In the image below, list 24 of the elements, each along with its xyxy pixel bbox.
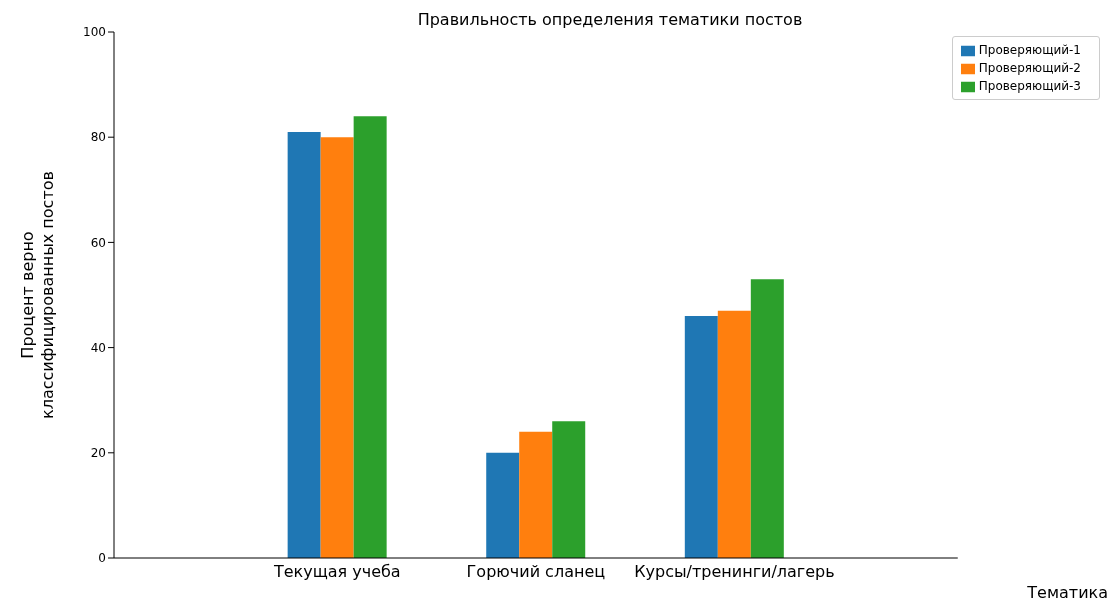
bar	[717, 310, 751, 558]
bar	[320, 137, 354, 558]
bar	[486, 452, 520, 558]
bar	[519, 431, 553, 558]
y-tick-label: 40	[90, 340, 106, 355]
bar	[750, 279, 784, 558]
bar	[684, 316, 718, 558]
y-axis-title: Процент верно классифицированных постов	[18, 171, 57, 419]
y-tick-label: 0	[98, 551, 106, 566]
x-tick-label: Текущая учеба	[272, 562, 401, 582]
bar	[287, 131, 321, 558]
chart-title: Правильность определения тематики постов	[416, 10, 804, 29]
bar	[552, 421, 586, 558]
x-tick-label: Горючий сланец	[466, 562, 606, 582]
bar	[353, 116, 387, 558]
y-tick-label: 100	[83, 25, 106, 40]
y-tick-label: 80	[90, 130, 106, 145]
legend-label: Проверяющий-1	[978, 43, 1081, 57]
y-tick-label: 60	[90, 235, 106, 250]
x-axis-title: Тематика	[1027, 583, 1108, 602]
x-tick-label: Курсы/тренинги/лагерь	[634, 562, 835, 582]
legend-label: Проверяющий-2	[978, 61, 1081, 75]
legend-label: Проверяющий-3	[978, 79, 1081, 93]
y-tick-label: 20	[90, 446, 106, 461]
